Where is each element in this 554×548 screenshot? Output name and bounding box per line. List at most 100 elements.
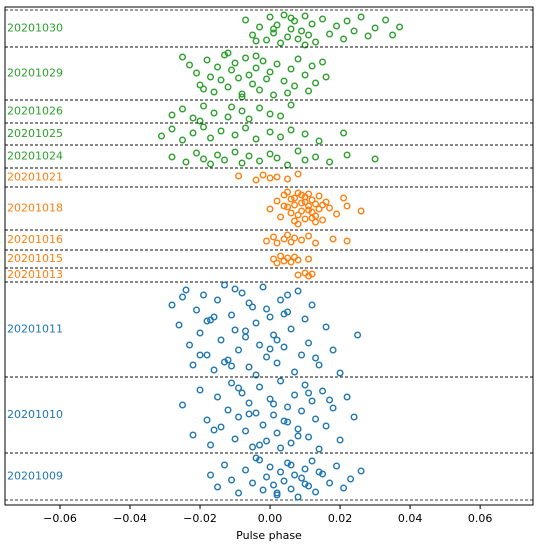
data-point [340,484,348,492]
data-point [329,404,337,412]
data-point [249,303,257,311]
data-point [224,49,232,57]
data-point [207,73,215,81]
data-point [263,353,271,361]
data-point [294,189,302,197]
data-point [263,237,271,245]
data-point [326,158,334,166]
data-point [217,76,225,84]
data-point [382,16,390,24]
data-point [231,59,239,67]
data-point [301,315,309,323]
data-point [252,176,260,184]
data-point [284,254,292,262]
data-point [305,389,313,397]
data-point [315,468,323,476]
data-point [266,174,274,182]
data-point [256,23,264,31]
data-point [207,134,215,142]
data-point [298,236,306,244]
data-point [312,239,320,247]
data-point [308,457,316,465]
series-label: 20201021 [7,171,63,184]
data-point [200,85,208,93]
data-point [224,356,232,364]
data-point [245,399,253,407]
data-point [371,155,379,163]
data-point [214,63,222,71]
data-point [305,190,313,198]
data-point [273,336,281,344]
data-point [308,20,316,28]
series-label: 20201024 [7,150,63,163]
series-label: 20201018 [7,202,63,215]
data-point [270,233,278,241]
data-point [217,423,225,431]
data-point [235,384,243,392]
data-point [291,201,299,209]
series-label: 20201016 [7,233,63,246]
data-point [231,435,239,443]
data-point [221,358,229,366]
data-point [364,32,372,40]
data-point [312,153,320,161]
data-point [333,22,341,30]
data-point [319,15,327,23]
data-point [284,418,292,426]
data-point [231,285,239,293]
data-point [315,192,323,200]
data-point [186,61,194,69]
data-point [322,323,330,331]
data-point [301,12,309,20]
data-point [242,466,250,474]
data-point [277,444,285,452]
data-point [305,433,313,441]
data-point [294,35,302,43]
data-point [266,395,274,403]
data-point [224,406,232,414]
data-point [284,231,292,239]
data-point [273,239,281,247]
data-point [203,56,211,64]
data-point [298,407,306,415]
data-point [263,437,271,445]
data-point [217,336,225,344]
series-label: 20201026 [7,105,63,118]
data-point [242,333,250,341]
data-point [221,156,229,164]
data-point [235,172,243,180]
data-point [301,215,309,223]
data-point [224,83,232,91]
series-label: 20201010 [7,408,63,421]
data-point [263,75,271,83]
data-point [228,476,236,484]
data-point [242,54,250,62]
data-point [319,201,327,209]
data-point [312,79,320,87]
data-point [277,468,285,476]
data-point [294,432,302,440]
data-point [193,69,201,77]
data-point [221,281,229,289]
data-point [287,195,295,203]
data-point [214,296,222,304]
data-point [301,381,309,389]
x-axis-label: Pulse phase [236,529,302,542]
series-label: 20201013 [7,268,63,281]
data-point [350,413,358,421]
data-point [329,235,337,243]
data-point [340,194,348,202]
data-point [252,454,260,462]
data-point [284,175,292,183]
data-point [238,90,246,98]
data-point [196,351,204,359]
data-point [270,481,278,489]
data-point [287,258,295,266]
data-point [235,413,243,421]
data-point [168,153,176,161]
data-point [301,130,309,138]
data-point [266,110,274,118]
data-point [228,379,236,387]
data-point [266,68,274,76]
